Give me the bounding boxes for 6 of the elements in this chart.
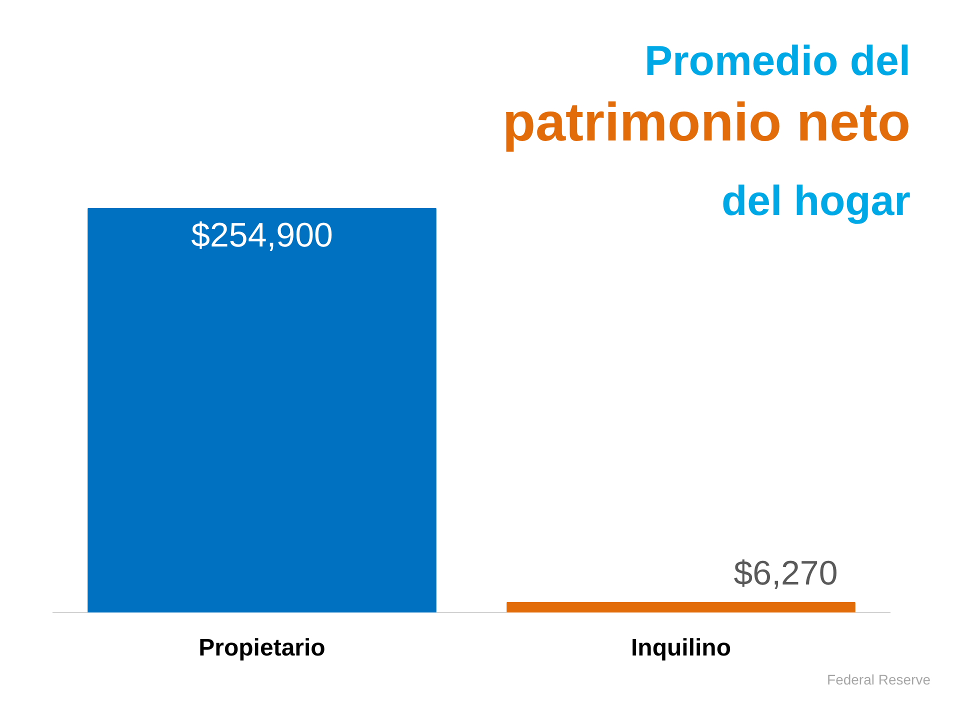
chart-title: Promedio del patrimonio neto del hogar	[502, 37, 911, 224]
x-tick-label: Inquilino	[631, 634, 731, 662]
data-label: $254,900	[191, 216, 333, 254]
x-tick-label: Propietario	[198, 634, 326, 662]
data-label: $6,270	[734, 554, 838, 593]
text: Federal Reserve	[827, 672, 931, 688]
